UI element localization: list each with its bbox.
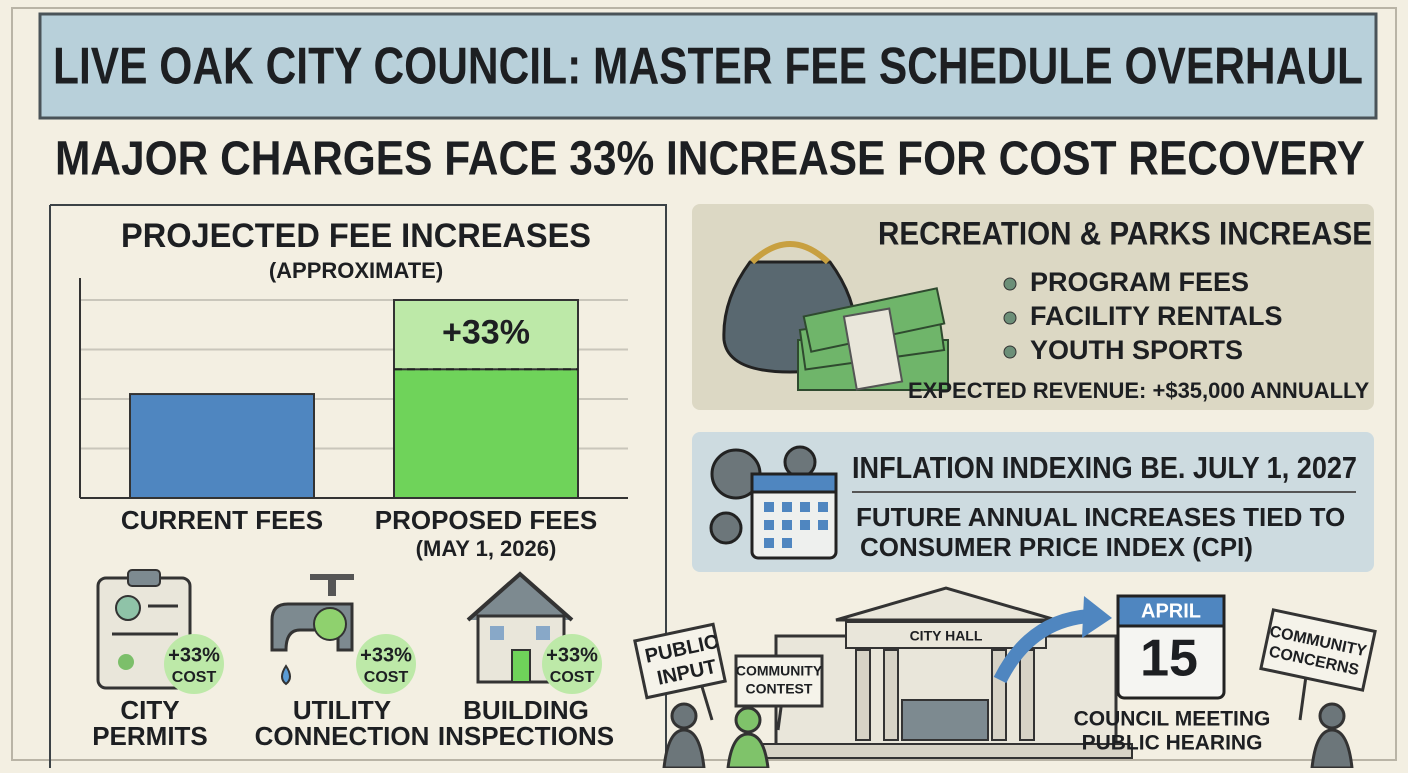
sign [1259,608,1377,692]
badge-sub: COST [550,669,595,686]
badge-sub: COST [364,669,409,686]
badge-sub: COST [172,669,217,686]
badge [542,634,602,694]
arrow-head [1082,596,1112,638]
x-tick-note: (MAY 1, 2026) [416,536,557,561]
chart-panel [50,204,667,768]
x-tick-label: CURRENT FEES [121,505,323,535]
protesters [662,675,1354,770]
sign [734,654,824,708]
purse-icon [722,241,949,391]
inflation-text: FUTURE ANNUAL INCREASES TIED TO [856,502,1345,532]
badge-value: +33% [168,644,220,666]
inflation-title: INFLATION INDEXING BE. JULY 1, 2027 [852,450,1357,485]
fee-label: BUILDING [463,695,589,725]
calendar-month: APRIL [1141,600,1201,622]
calendar-header [1116,594,1226,628]
bullet [1003,345,1017,359]
faucet-icon [270,574,354,686]
fee-label: PERMITS [92,721,208,751]
recreation-revenue: EXPECTED REVENUE: +$35,000 ANNUALLY [908,378,1369,403]
badge [356,634,416,694]
badge [164,634,224,694]
building-label: CITY HALL [910,628,983,644]
hearing-caption: PUBLIC HEARING [1082,732,1263,755]
city-hall [759,586,1133,759]
recreation-text: RECREATION & PARKS INCREASE PROGRAM FEES F… [878,215,1372,402]
arrow [993,609,1091,684]
x-tick-label: PROPOSED FEES [375,505,598,535]
fee-label: UTILITY [293,695,391,725]
fee-label: CONNECTION [255,721,430,751]
sign-text: CONTEST [746,681,813,697]
chart-title: PROJECTED FEE INCREASES [121,217,591,255]
bullet [1003,277,1017,291]
recreation-title: RECREATION & PARKS INCREASE [878,215,1372,251]
bar-chart: CURRENT FEES +33% PROPOSED FEES(MAY 1, 202… [79,278,628,561]
hearing-caption: COUNCIL MEETING [1074,708,1271,731]
title-banner [38,12,1378,120]
bullet [1003,311,1017,325]
fee-label: INSPECTIONS [438,721,614,751]
bar-base [393,368,579,499]
calendar-gears-icon [709,445,838,560]
bar [129,393,315,499]
fee-label: CITY [120,695,179,725]
inflation-text: CONSUMER PRICE INDEX (CPI) [860,532,1253,562]
calendar-day: 15 [1140,630,1198,688]
title: LIVE OAK CITY COUNCIL: MASTER FEE SCHEDU… [53,38,1363,96]
sign [633,622,727,700]
sign-text: COMMUNITY [736,663,823,679]
recreation-item: FACILITY RENTALS [1030,301,1283,331]
badge-value: +33% [360,644,412,666]
chart-subtitle: (APPROXIMATE) [269,258,443,283]
recreation-item: YOUTH SPORTS [1030,335,1243,365]
increase-label: +33% [442,314,530,352]
badge-value: +33% [546,644,598,666]
inflation-panel [692,432,1374,572]
recreation-item: PROGRAM FEES [1030,267,1249,297]
subtitle: MAJOR CHARGES FACE 33% INCREASE FOR COST… [55,133,1365,186]
